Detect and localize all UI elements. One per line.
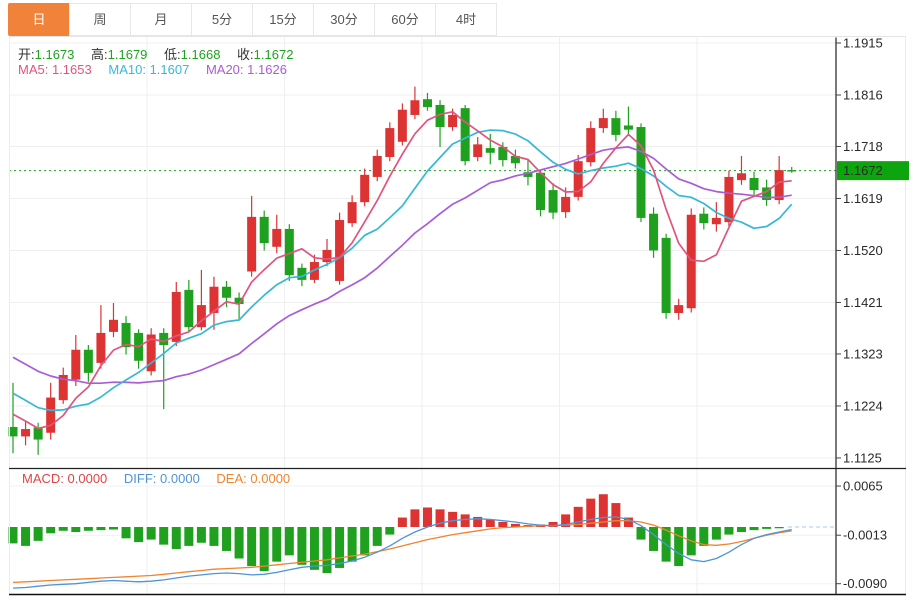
high-value: 1.1679	[107, 47, 148, 62]
diff-label: DIFF:	[123, 471, 157, 486]
tab-4hour[interactable]: 4时	[435, 3, 497, 36]
low-value: 1.1668	[180, 47, 221, 62]
tab-5min[interactable]: 5分	[191, 3, 253, 36]
tab-day[interactable]: 日	[8, 3, 70, 36]
macd-axis-labels: 0.0065 -0.0013 -0.0090	[836, 479, 887, 591]
macd-value: 0.0000	[67, 471, 108, 486]
timeframe-tabbar: 日 周 月 5分 15分 30分 60分 4时	[8, 3, 497, 36]
pane-borders	[9, 36, 906, 596]
macd-label: MACD:	[22, 471, 64, 486]
diff-line	[12, 516, 792, 589]
svg-text:1.1125: 1.1125	[843, 450, 882, 465]
ma20-line	[12, 146, 792, 385]
svg-text:0.0065: 0.0065	[843, 479, 883, 494]
tab-month[interactable]: 月	[130, 3, 192, 36]
diff-value: 0.0000	[160, 471, 200, 486]
ma20-label: MA20:	[205, 62, 244, 77]
high-label: 高:	[91, 47, 108, 62]
tab-30min[interactable]: 30分	[313, 3, 375, 36]
tab-60min[interactable]: 60分	[374, 3, 436, 36]
dea-line	[12, 520, 792, 584]
macd-legend: MACD: 0.0000 DIFF: 0.0000 DEA: 0.0000	[22, 471, 290, 486]
close-value: 1.1672	[253, 47, 294, 62]
tab-week[interactable]: 周	[69, 3, 131, 36]
ma5-line	[12, 110, 792, 430]
svg-text:1.1520: 1.1520	[843, 243, 883, 258]
tab-15min[interactable]: 15分	[252, 3, 314, 36]
open-label: 开:	[18, 47, 35, 62]
ma20-value: 1.1626	[247, 62, 287, 77]
svg-text:1.1323: 1.1323	[843, 346, 883, 361]
ma10-line	[12, 129, 793, 412]
candles-layer[interactable]	[8, 86, 797, 455]
close-label: 收:	[237, 47, 254, 62]
dea-label: DEA:	[216, 471, 247, 486]
svg-text:1.1816: 1.1816	[843, 87, 883, 102]
ma5-value: 1.1653	[51, 62, 92, 77]
ma-legend: MA5: 1.1653 MA10: 1.1607 MA20: 1.1626	[18, 62, 287, 77]
svg-text:1.1672: 1.1672	[843, 163, 883, 178]
price-axis-labels: 1.1915 1.1816 1.1718 1.1619 1.1520 1.1421 1.13…	[836, 36, 883, 465]
svg-text:1.1915: 1.1915	[843, 36, 883, 51]
low-label: 低:	[164, 47, 181, 62]
svg-text:-0.0090: -0.0090	[843, 576, 887, 591]
current-price-marker: 1.1672	[837, 161, 909, 181]
macd-histogram	[8, 494, 784, 573]
ma10-value: 1.1607	[149, 62, 190, 77]
svg-text:1.1224: 1.1224	[843, 398, 883, 413]
svg-text:1.1718: 1.1718	[843, 139, 883, 154]
svg-text:1.1421: 1.1421	[843, 295, 883, 310]
svg-text:1.1619: 1.1619	[843, 191, 883, 206]
grid-layer	[9, 37, 836, 594]
ma5-label: MA5:	[18, 62, 49, 77]
svg-text:-0.0013: -0.0013	[843, 528, 887, 543]
ohlc-legend: 开:1.1673 高:1.1679 低:1.1668 收:1.1672	[18, 44, 293, 63]
ma10-label: MA10:	[108, 62, 146, 77]
dea-value: 0.0000	[250, 471, 291, 486]
open-value: 1.1673	[34, 47, 75, 62]
